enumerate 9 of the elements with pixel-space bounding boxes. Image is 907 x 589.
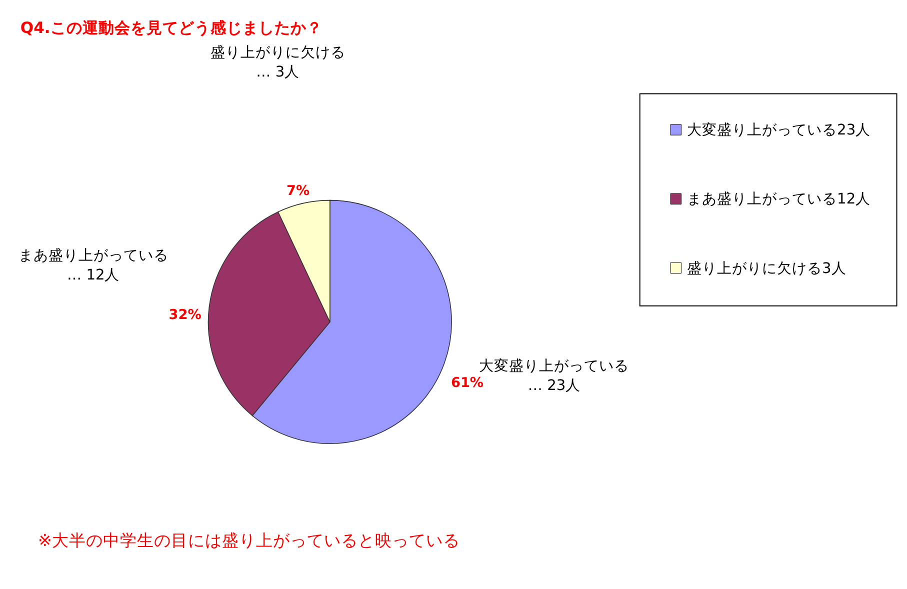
legend-label: 大変盛り上がっている23人 bbox=[687, 122, 871, 139]
data-label: 7% bbox=[286, 183, 310, 200]
chart-title: Q4.この運動会を見てどう感じましたか？ bbox=[20, 18, 322, 37]
text: まあ盛り上がっている… 12人 bbox=[18, 246, 168, 284]
legend-label: まあ盛り上がっている12人 bbox=[687, 190, 871, 208]
text: 盛り上がりに欠ける… 3人 bbox=[210, 44, 346, 81]
legend-label: 盛り上がりに欠ける3人 bbox=[687, 260, 846, 277]
text: ※大半の中学生の目には盛り上がっていると映っている bbox=[38, 530, 460, 550]
data-label: 32% bbox=[168, 307, 202, 324]
